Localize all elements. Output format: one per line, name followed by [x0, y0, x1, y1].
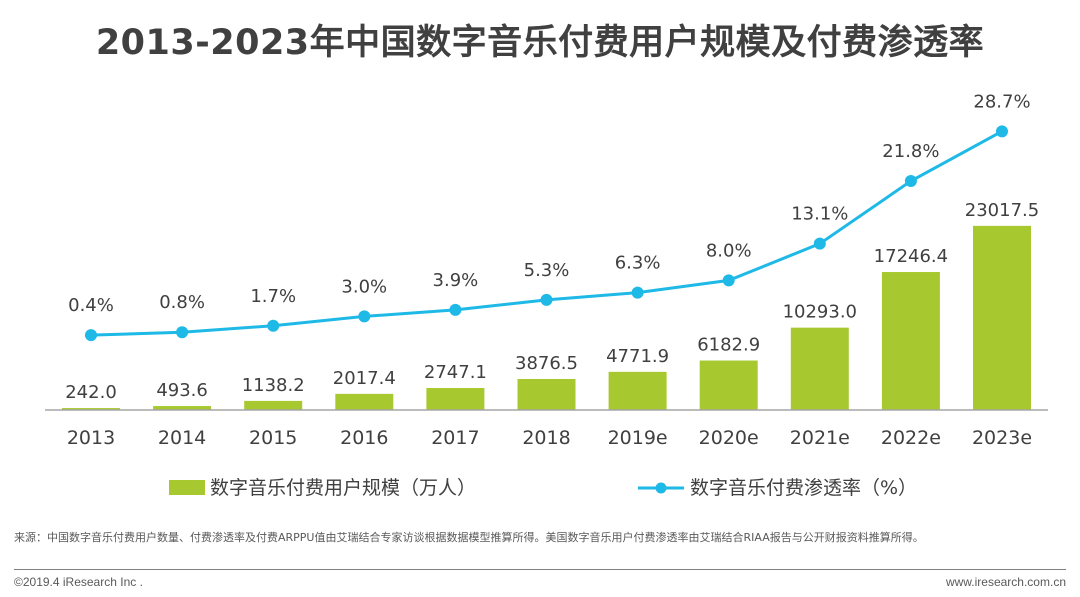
chart-canvas: 242.0 493.6 1138.2 2017.4 2747.1 3876.5 4771.9…: [45, 91, 1048, 499]
bar-value-label: 10293.0: [783, 302, 857, 323]
line-point: [813, 237, 826, 250]
copyright-text: ©2019.4 iResearch Inc .: [14, 575, 143, 589]
bar: [62, 408, 120, 410]
bar: [973, 225, 1031, 410]
legend-line-label: 数字音乐付费渗透率（%）: [690, 477, 917, 499]
source-note: 来源：中国数字音乐付费用户数量、付费渗透率及付费ARPPU值由艾瑞结合专家访谈根…: [14, 531, 924, 544]
bar-value-label: 2017.4: [333, 368, 396, 389]
bar: [244, 400, 303, 410]
bar-value-label: 17246.4: [874, 246, 948, 267]
bar-value-label: 493.6: [156, 380, 208, 401]
x-tick-label: 2013: [67, 427, 115, 449]
bar-value-label: 4771.9: [606, 346, 669, 367]
bar: [699, 360, 758, 410]
bar: [608, 371, 667, 410]
line-value-label: 13.1%: [791, 204, 848, 225]
x-tick-label: 2017: [431, 427, 479, 449]
line-point: [267, 319, 280, 332]
bar-value-label: 2747.1: [424, 362, 487, 383]
legend: 数字音乐付费用户规模（万人） 数字音乐付费渗透率（%）: [169, 477, 917, 499]
line-point: [722, 274, 735, 287]
x-tick-label: 2022e: [881, 427, 941, 449]
line-point: [631, 286, 644, 299]
line-value-label: 0.8%: [159, 292, 205, 313]
line-point: [904, 175, 917, 188]
bar-series: 242.0 493.6 1138.2 2017.4 2747.1 3876.5 4771.9…: [62, 200, 1039, 410]
line-value-label: 5.3%: [524, 260, 570, 281]
x-tick-label: 2014: [158, 427, 206, 449]
x-tick-label: 2015: [249, 427, 297, 449]
legend-line-marker: [655, 482, 667, 494]
line-value-label: 3.9%: [433, 270, 479, 291]
line-point: [540, 293, 553, 306]
line-point: [358, 310, 371, 323]
x-tick-label: 2016: [340, 427, 388, 449]
line-value-label: 21.8%: [882, 141, 939, 162]
line-series: 0.4% 0.8% 1.7% 3.0% 3.9% 5.3% 6.3% 8.0% 13.1% 21.…: [68, 91, 1031, 342]
line-value-label: 8.0%: [706, 240, 752, 261]
line-value-label: 28.7%: [973, 91, 1030, 112]
x-tick-label: 2021e: [790, 427, 850, 449]
line-value-label: 6.3%: [615, 253, 661, 274]
bar-value-label: 1138.2: [242, 375, 305, 396]
x-tick-label: 2023e: [972, 427, 1032, 449]
bar: [790, 327, 849, 410]
website-link[interactable]: www.iresearch.com.cn: [945, 575, 1066, 589]
bar-value-label: 3876.5: [515, 353, 578, 374]
legend-bar-swatch: [169, 480, 205, 495]
bar: [881, 272, 940, 410]
bar: [153, 406, 212, 410]
footer-divider: [14, 569, 1066, 570]
x-tick-label: 2020e: [699, 427, 759, 449]
bar: [335, 393, 394, 410]
bar-value-label: 242.0: [65, 382, 117, 403]
line-point: [996, 125, 1008, 138]
line-value-label: 0.4%: [68, 295, 114, 316]
bar: [517, 378, 576, 410]
chart-title: 2013-2023年中国数字音乐付费用户规模及付费渗透率: [95, 23, 985, 63]
x-tick-label: 2019e: [608, 427, 668, 449]
bar: [426, 388, 485, 410]
legend-bar-label: 数字音乐付费用户规模（万人）: [210, 477, 476, 499]
bar-value-label: 6182.9: [697, 335, 760, 356]
line-point: [85, 329, 97, 342]
x-tick-label: 2018: [522, 427, 570, 449]
bar-value-label: 23017.5: [965, 200, 1039, 221]
line-value-label: 3.0%: [341, 276, 387, 297]
line-point: [176, 326, 189, 339]
line-point: [449, 303, 462, 316]
line-value-label: 1.7%: [250, 286, 296, 307]
